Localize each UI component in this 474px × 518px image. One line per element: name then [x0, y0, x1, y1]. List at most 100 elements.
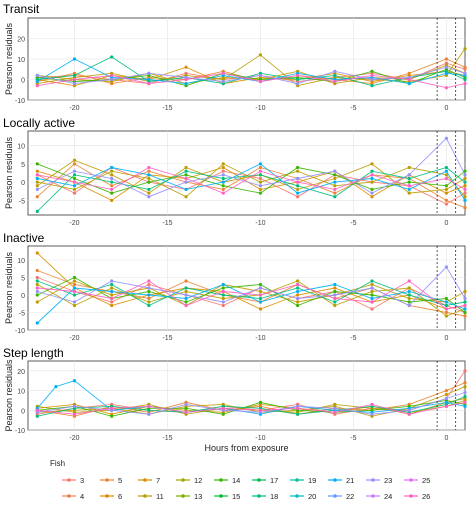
data-point-fish-7: [35, 251, 39, 255]
data-point-fish-11: [258, 180, 263, 184]
data-point-fish-21: [184, 187, 188, 192]
data-point-fish-7: [258, 187, 263, 192]
x-tick-label: -15: [162, 335, 172, 342]
data-point-fish-18: [333, 73, 337, 77]
data-point-fish-26: [184, 176, 188, 181]
data-point-fish-18: [35, 279, 39, 283]
data-point-fish-21: [110, 289, 114, 294]
y-tick-label: 10: [17, 57, 25, 64]
legend-key-point: [181, 478, 185, 482]
data-point-fish-18: [444, 303, 449, 308]
data-point-fish-8: [463, 289, 467, 294]
data-point-fish-11: [110, 169, 114, 173]
data-point-fish-11: [258, 53, 263, 57]
data-point-fish-23: [35, 73, 39, 77]
data-point-fish-26: [463, 400, 467, 404]
data-point-fish-26: [110, 296, 114, 301]
data-point-fish-7: [110, 198, 114, 202]
data-point-fish-18: [333, 195, 337, 199]
data-point-fish-26: [296, 282, 300, 287]
legend-title: Fish: [50, 459, 65, 468]
data-point-fish-14: [296, 165, 300, 170]
data-point-fish-18: [407, 293, 411, 297]
legend-label: 19: [308, 476, 316, 485]
data-point-fish-7: [110, 303, 114, 308]
legend-key-point: [371, 494, 375, 498]
data-point-fish-26: [72, 77, 77, 82]
data-point-fish-21: [463, 307, 467, 311]
x-tick-label: -10: [255, 435, 265, 442]
plot-area: [27, 130, 466, 216]
data-point-fish-3: [147, 282, 151, 287]
data-point-fish-26: [333, 187, 337, 192]
data-point-fish-18: [258, 173, 263, 177]
data-point-fish-23: [35, 187, 39, 192]
data-point-fish-21: [370, 296, 374, 301]
data-point-fish-18: [296, 412, 300, 416]
data-point-fish-23: [184, 293, 188, 297]
legend-label: 21: [346, 476, 354, 485]
x-tick-label: -5: [350, 435, 356, 442]
data-point-fish-23: [147, 195, 151, 199]
data-point-fish-18: [296, 286, 300, 290]
data-point-fish-8: [407, 191, 411, 195]
y-axis-label: Pearson residuals: [4, 136, 14, 209]
data-point-fish-21: [147, 173, 151, 177]
data-point-fish-5: [463, 381, 467, 385]
legend-key-point: [295, 494, 299, 498]
data-point-fish-11: [407, 286, 411, 290]
data-point-fish-11: [333, 402, 337, 406]
data-point-fish-18: [35, 209, 39, 213]
data-point-fish-11: [370, 289, 374, 294]
data-point-fish-18: [147, 187, 151, 192]
data-point-fish-14: [258, 400, 263, 404]
data-point-fish-11: [72, 303, 77, 308]
legend-key-point: [295, 478, 299, 482]
legend-label: 4: [80, 492, 84, 501]
facet-panel-1: Locally active Pearson residuals -5 0 5 10 -20…: [3, 116, 467, 227]
data-point-fish-26: [72, 412, 77, 416]
data-point-fish-23: [370, 286, 374, 290]
data-point-fish-26: [221, 406, 225, 410]
data-point-fish-18: [296, 184, 300, 188]
data-point-fish-26: [258, 169, 263, 173]
x-tick-label: -15: [162, 220, 172, 227]
data-point-fish-21: [444, 300, 449, 304]
y-tick-label: -5: [19, 311, 25, 318]
data-point-fish-11: [463, 47, 467, 51]
data-point-fish-14: [221, 184, 225, 188]
data-point-fish-23: [333, 169, 337, 173]
y-axis-label: Pearson residuals: [4, 251, 14, 324]
x-tick-label: -15: [162, 105, 172, 112]
data-point-fish-5: [463, 65, 467, 69]
legend-key-point: [105, 478, 109, 482]
legend-label: 3: [80, 476, 84, 485]
legend-label: 26: [422, 492, 430, 501]
legend-label: 12: [194, 476, 202, 485]
data-point-fish-14: [184, 173, 188, 177]
data-point-fish-26: [444, 307, 449, 311]
data-point-fish-3: [221, 169, 225, 173]
data-point-fish-11: [110, 286, 114, 290]
legend-label: 20: [308, 492, 316, 501]
data-point-fish-18: [444, 165, 449, 170]
data-point-fish-26: [147, 279, 151, 283]
legend-label: 14: [232, 476, 240, 485]
data-point-fish-14: [444, 184, 449, 188]
data-point-fish-26: [444, 176, 449, 181]
data-point-fish-26: [333, 410, 337, 414]
data-point-fish-18: [463, 394, 467, 399]
data-point-fish-8: [35, 184, 39, 188]
legend-key-point: [143, 478, 147, 482]
data-point-fish-26: [221, 289, 225, 294]
data-point-fish-14: [407, 300, 411, 304]
data-point-fish-18: [370, 84, 374, 88]
data-point-fish-23: [35, 289, 39, 294]
x-tick-label: -10: [255, 335, 265, 342]
data-point-fish-3: [258, 176, 263, 181]
x-tick-label: -5: [350, 105, 356, 112]
data-point-fish-18: [333, 300, 337, 304]
data-point-fish-14: [370, 293, 374, 297]
